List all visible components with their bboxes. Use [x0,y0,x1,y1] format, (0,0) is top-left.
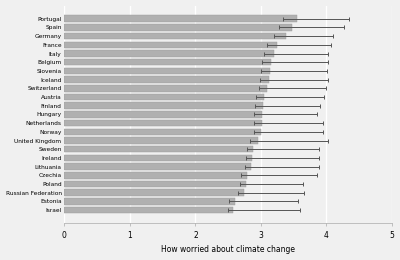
Bar [64,24,292,31]
Bar [64,146,253,152]
Bar [64,102,263,109]
Bar [64,59,272,66]
Bar [64,33,286,39]
Bar [64,198,235,205]
Bar [64,42,277,48]
Bar [64,190,244,196]
Bar [64,181,246,187]
Bar [64,207,233,213]
Bar [64,172,246,179]
Bar [64,155,252,161]
Bar [64,128,261,135]
Bar [64,137,258,144]
Bar [64,111,262,118]
X-axis label: How worried about climate change: How worried about climate change [161,245,295,255]
Bar [64,120,262,126]
Bar [64,15,297,22]
Bar [64,94,264,100]
Bar [64,163,251,170]
Bar [64,76,269,83]
Bar [64,68,270,74]
Bar [64,85,268,92]
Bar [64,50,274,57]
